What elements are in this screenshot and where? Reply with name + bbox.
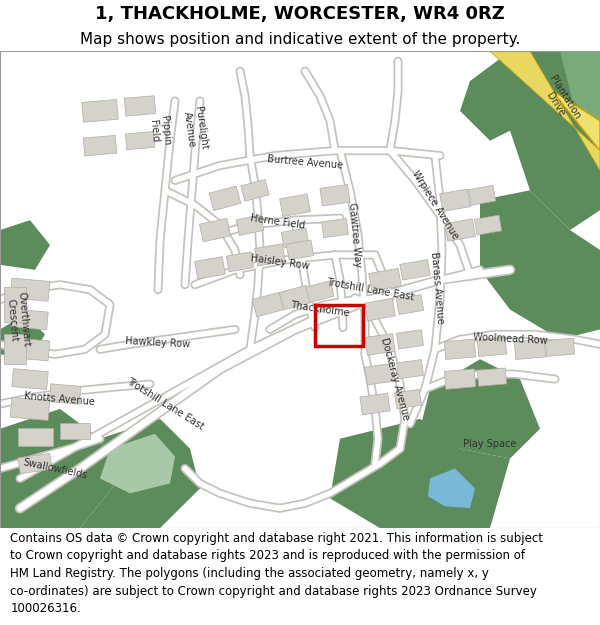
Text: Trotshill Lane East: Trotshill Lane East (325, 277, 415, 302)
Text: Trotshill Lane East: Trotshill Lane East (125, 376, 205, 432)
Text: Thackholme: Thackholme (290, 301, 350, 319)
Bar (199, 219, 230, 242)
Bar (400, 259, 430, 280)
Text: Contains OS data © Crown copyright and database right 2021. This information is : Contains OS data © Crown copyright and d… (10, 532, 543, 615)
Bar (17, 428, 53, 446)
Bar (241, 179, 269, 201)
Polygon shape (420, 359, 540, 459)
Bar (252, 292, 284, 317)
Polygon shape (490, 51, 600, 171)
Bar (236, 215, 264, 236)
Text: Barass Avenue: Barass Avenue (429, 251, 445, 324)
Text: Burtree Avenue: Burtree Avenue (267, 154, 343, 171)
Bar (125, 131, 155, 150)
Bar (254, 244, 286, 266)
Text: Swallowfields: Swallowfields (22, 457, 88, 480)
Bar (12, 309, 48, 330)
Bar (226, 252, 254, 272)
Bar (4, 288, 26, 322)
Bar (365, 363, 395, 385)
Bar (365, 334, 395, 355)
Text: Overthwart
Crescent: Overthwart Crescent (5, 291, 31, 348)
Bar (60, 423, 90, 439)
Bar (306, 281, 334, 302)
Polygon shape (560, 51, 600, 131)
Polygon shape (460, 51, 510, 141)
Text: Herne Field: Herne Field (250, 213, 306, 231)
Bar (365, 298, 395, 321)
Polygon shape (0, 409, 120, 528)
Bar (194, 257, 226, 279)
Text: Woolmead Row: Woolmead Row (472, 332, 548, 346)
Polygon shape (510, 51, 600, 230)
Bar (395, 389, 421, 409)
Polygon shape (80, 419, 200, 528)
Bar (315, 304, 363, 346)
Polygon shape (0, 220, 50, 270)
Bar (445, 219, 475, 241)
Polygon shape (480, 191, 600, 339)
Bar (444, 369, 476, 389)
Bar (83, 136, 117, 156)
Bar (10, 338, 50, 361)
Bar (444, 339, 476, 359)
Text: Map shows position and indicative extent of the property.: Map shows position and indicative extent… (80, 32, 520, 48)
Bar (478, 368, 506, 386)
Bar (18, 454, 52, 474)
Bar (10, 278, 50, 301)
Polygon shape (330, 419, 510, 528)
Polygon shape (428, 469, 475, 508)
Polygon shape (480, 51, 600, 151)
Bar (82, 99, 118, 122)
Text: Gawtree Way: Gawtree Way (347, 202, 363, 268)
Bar (360, 393, 390, 415)
Bar (545, 338, 575, 356)
Polygon shape (100, 434, 175, 493)
Text: 1, THACKHOLME, WORCESTER, WR4 0RZ: 1, THACKHOLME, WORCESTER, WR4 0RZ (95, 6, 505, 23)
Bar (10, 398, 50, 421)
Bar (279, 286, 311, 310)
Text: Play Space: Play Space (463, 439, 517, 449)
Text: Wrpiece Avenue: Wrpiece Avenue (410, 169, 460, 241)
Bar (397, 294, 424, 314)
Text: Pippin
Field: Pippin Field (148, 115, 172, 147)
Bar (397, 359, 424, 379)
Text: Dockeray Avenue: Dockeray Avenue (379, 337, 411, 422)
Bar (49, 384, 81, 404)
Bar (469, 186, 496, 205)
Text: Knotts Avenue: Knotts Avenue (25, 391, 95, 407)
Bar (320, 184, 350, 206)
Text: Plantation
Drive: Plantation Drive (538, 74, 583, 128)
Bar (209, 186, 241, 211)
Bar (12, 369, 48, 389)
Bar (322, 219, 349, 238)
Bar (124, 96, 156, 116)
Bar (440, 189, 470, 211)
Polygon shape (0, 314, 45, 359)
Text: Haisley Row: Haisley Row (250, 253, 310, 271)
Bar (397, 330, 424, 349)
Bar (368, 268, 401, 291)
Text: Purelight
Avenue: Purelight Avenue (181, 106, 209, 152)
Text: Hawkley Row: Hawkley Row (125, 336, 191, 349)
Bar (286, 240, 314, 260)
Bar (514, 339, 546, 359)
Bar (475, 215, 502, 235)
Bar (478, 338, 506, 356)
Bar (280, 194, 310, 216)
Bar (281, 228, 308, 248)
Bar (4, 334, 26, 364)
